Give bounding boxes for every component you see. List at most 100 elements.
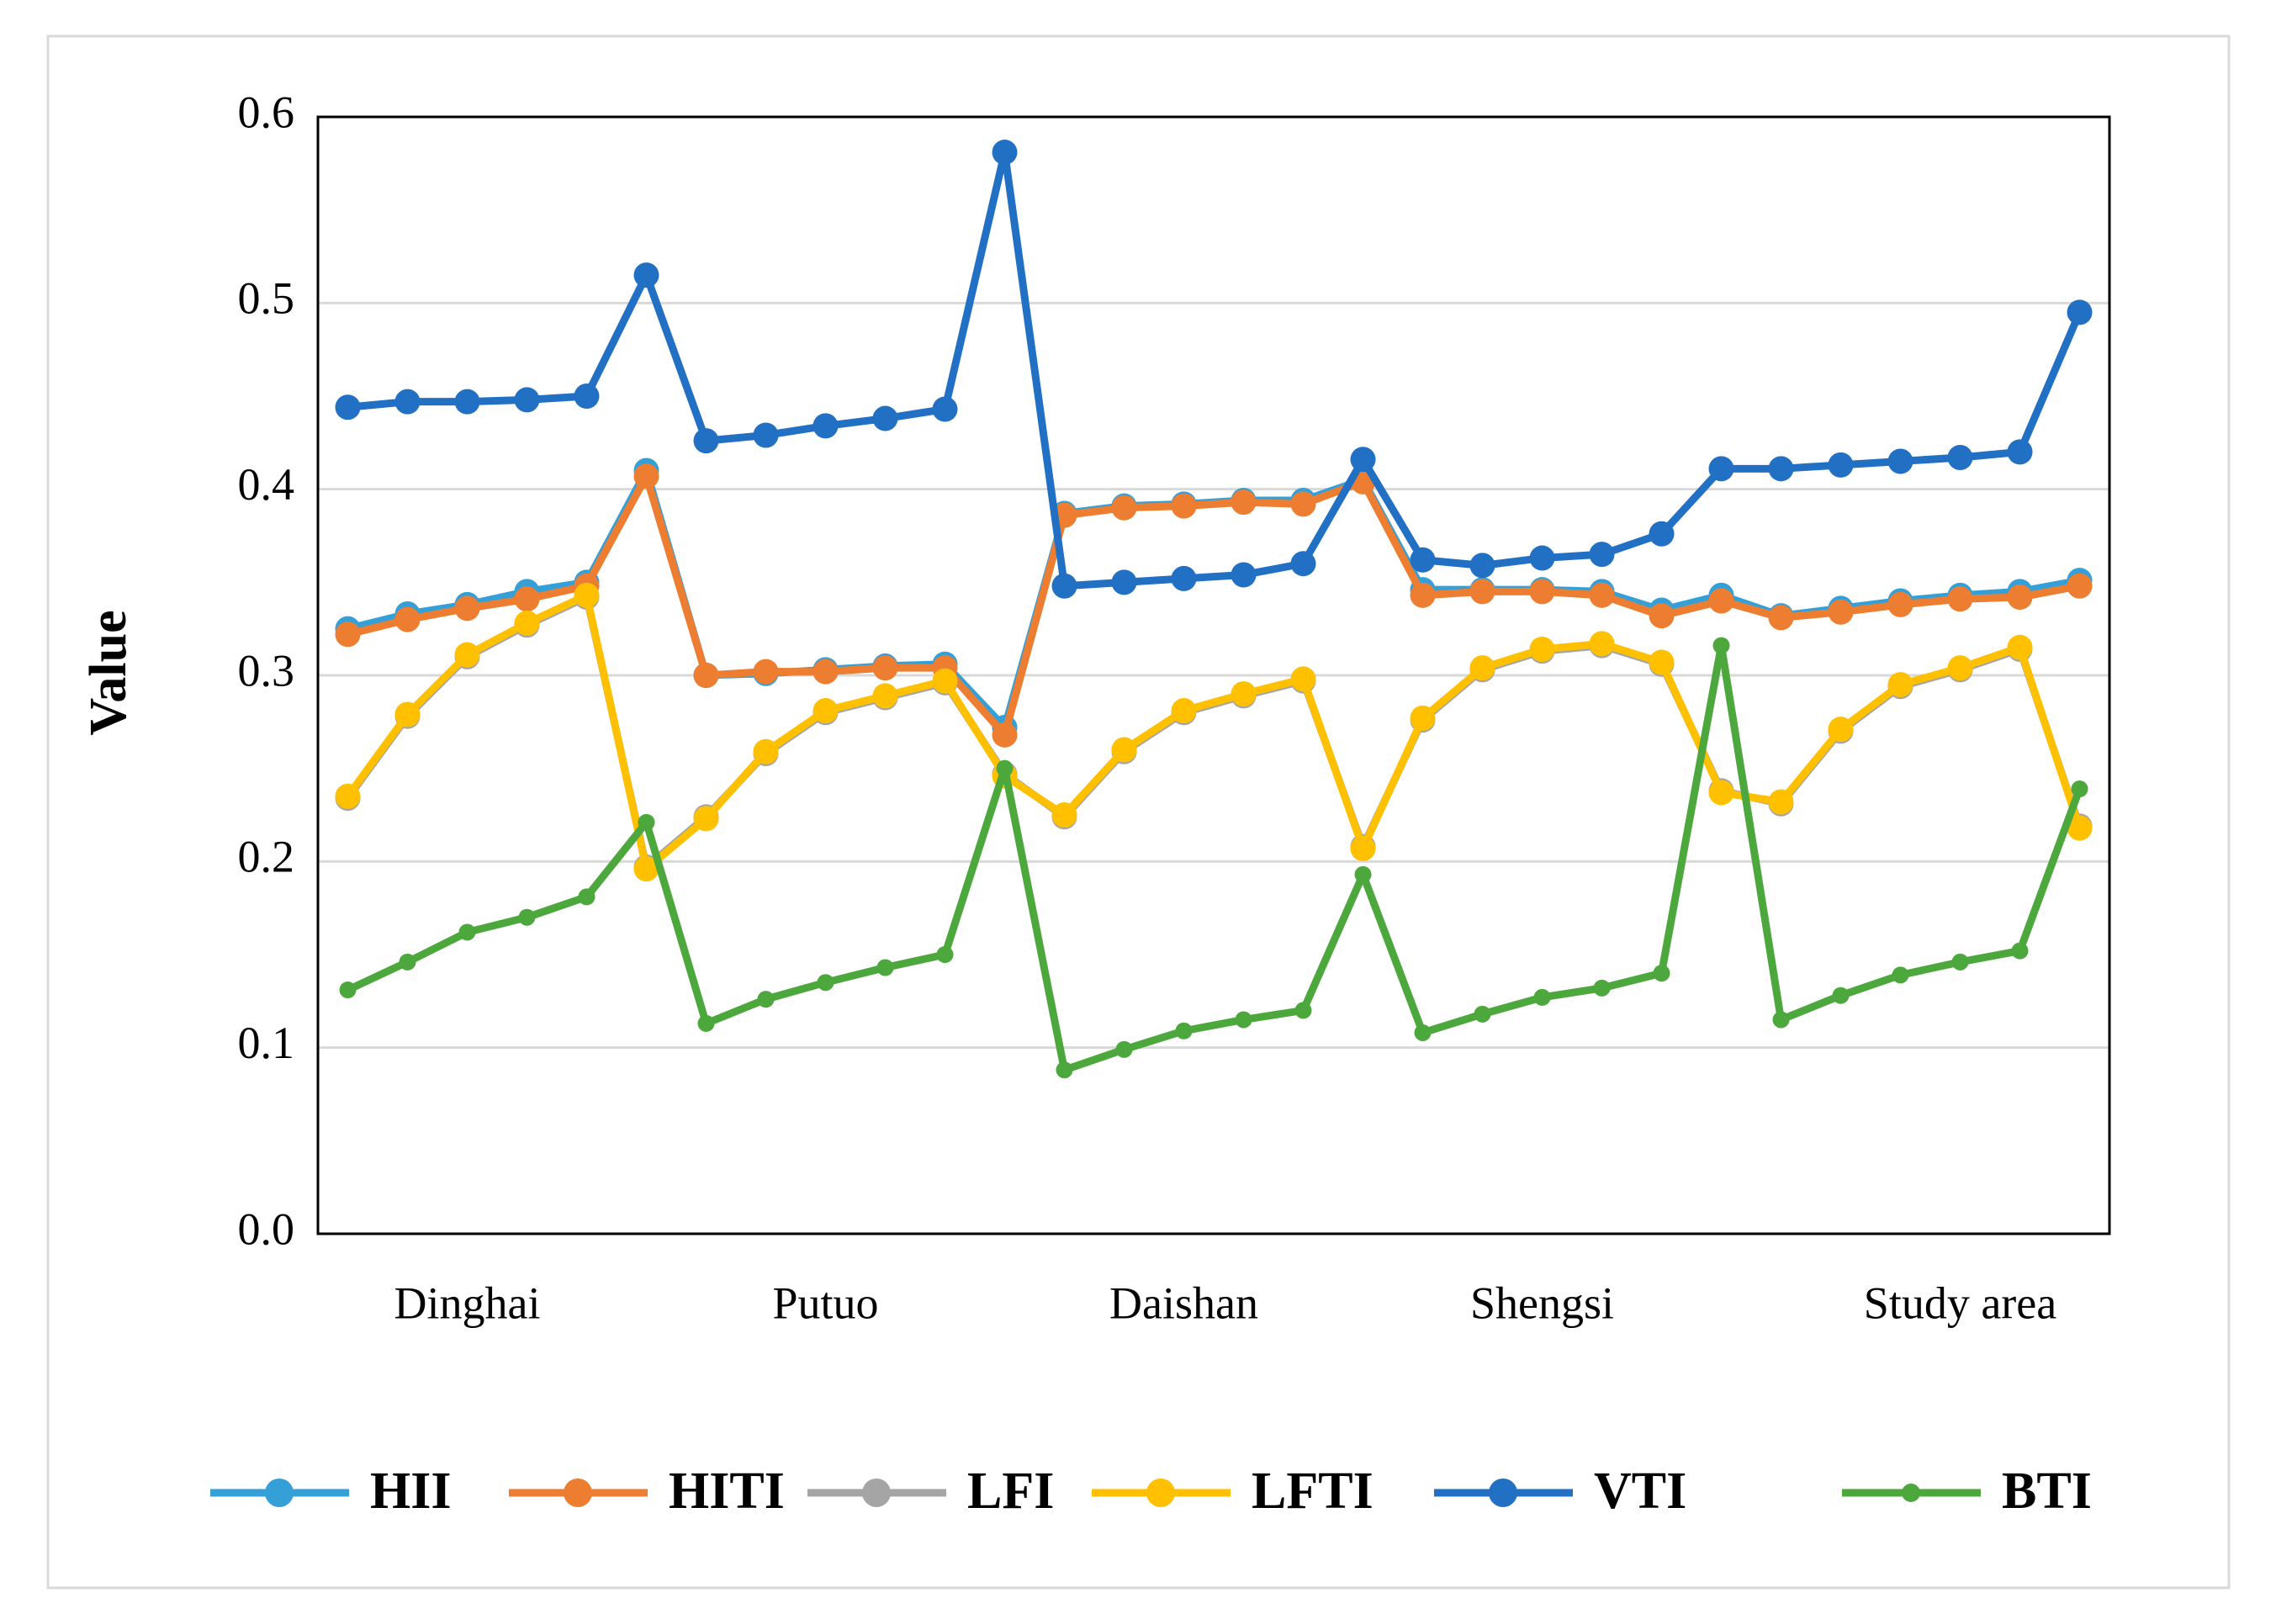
point [1649,521,1675,547]
x-tick-label: Shengsi [1470,1278,1614,1328]
point [1593,979,1611,997]
point [1768,789,1794,815]
point [872,405,898,431]
point [1533,988,1551,1006]
point [1708,456,1734,482]
point [1231,681,1257,707]
point [1051,802,1077,828]
legend-label: VTI [1594,1463,1686,1520]
point [1529,637,1555,663]
point [753,738,779,764]
point [1469,553,1495,579]
point [1410,705,1436,731]
point [753,659,779,685]
point [399,953,416,971]
point [574,384,600,409]
point [1828,717,1854,743]
point [1947,445,1973,471]
point [578,888,595,906]
point [2007,634,2033,660]
point [812,413,839,439]
point [1111,737,1137,763]
y-tick-label: 0.3 [238,645,295,696]
point [992,722,1018,748]
legend-label: LFTI [1252,1463,1374,1520]
point [1772,1011,1790,1029]
point [872,683,898,709]
point [1410,582,1436,608]
point [872,655,898,681]
point [753,422,779,448]
point [518,908,536,926]
point [394,701,421,727]
point [1175,1022,1193,1039]
point [454,389,480,415]
point [1350,447,1376,473]
series-line [346,642,2083,1074]
point [812,659,839,685]
point [1887,591,1913,617]
point [1887,448,1913,474]
point [693,663,719,688]
point [757,991,775,1008]
point [458,923,476,941]
point [1294,1002,1312,1019]
point [1649,649,1675,675]
y-tick-label: 0.1 [238,1018,295,1068]
point [1529,545,1555,571]
point [697,1014,715,1032]
point [633,262,659,288]
point [1350,835,1376,861]
point [812,698,839,724]
point [932,668,958,694]
point [1649,603,1675,629]
point [2067,299,2093,325]
x-tick-label: Study area [1864,1278,2056,1328]
point [1768,605,1794,631]
point [1171,493,1197,519]
chart-frame [46,34,2231,1590]
legend-marker [1146,1479,1175,1507]
x-tick-label: Putuo [772,1278,878,1328]
point [1171,698,1197,724]
point [1951,953,1969,971]
legend-marker [564,1479,592,1507]
point [1056,1061,1073,1079]
point [335,622,361,648]
point [1768,456,1794,482]
point [1235,1011,1252,1029]
point [633,856,659,882]
y-tick-label: 0.0 [238,1203,295,1254]
point [2071,780,2088,798]
legend-label: LFI [967,1463,1054,1520]
y-tick-label: 0.2 [238,832,295,882]
point [514,611,540,637]
point [1115,1040,1133,1058]
point [1474,1005,1491,1023]
point [335,394,361,421]
point [1892,966,1909,984]
point [1947,655,1973,681]
y-tick-label: 0.6 [238,87,295,137]
legend-marker [1902,1484,1920,1502]
point [1947,586,1973,612]
point [932,396,958,422]
point [514,586,540,612]
point [996,759,1014,777]
y-axis-title: Value [80,610,137,735]
series-line [344,591,2083,873]
point [1171,565,1197,591]
point [1290,491,1316,517]
point [1589,631,1615,657]
point [339,981,357,999]
point [1589,542,1615,568]
point [1828,452,1854,478]
point [1111,495,1137,521]
legend-marker [1489,1479,1517,1507]
legend-marker [862,1479,891,1507]
legend-label: HITI [669,1463,785,1520]
point [454,642,480,668]
legend-label: HII [370,1463,451,1520]
point [394,389,421,415]
point [693,806,719,832]
